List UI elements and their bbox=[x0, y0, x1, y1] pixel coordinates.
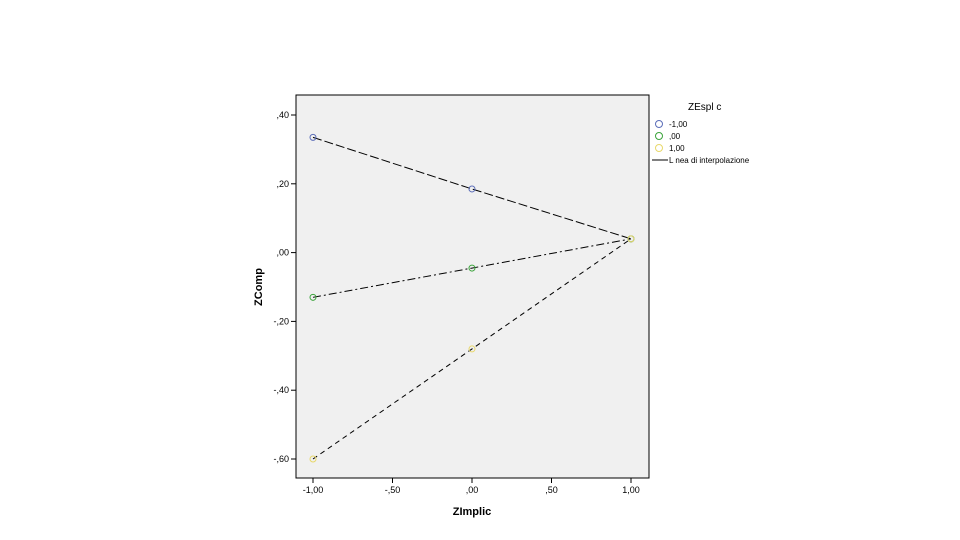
x-tick-label: ,50 bbox=[545, 485, 558, 495]
data-points bbox=[309, 133, 635, 463]
x-tick-label: -1,00 bbox=[303, 485, 324, 495]
x-axis-title: ZImplic bbox=[453, 506, 492, 518]
y-axis: ,40 ,20 ,00 -,20 -,40 -,60 bbox=[273, 110, 296, 464]
legend-label: ,00 bbox=[669, 132, 681, 141]
x-tick-label: ,00 bbox=[466, 485, 479, 495]
legend-marker bbox=[655, 144, 663, 152]
x-tick-label: 1,00 bbox=[622, 485, 640, 495]
x-tick-label: -,50 bbox=[385, 485, 401, 495]
legend: ZEspl c -1,00 ,00 1,00 L nea di interpolaz… bbox=[652, 102, 750, 165]
data-point bbox=[309, 293, 317, 301]
interpolation-lines bbox=[312, 136, 632, 460]
data-point bbox=[309, 133, 317, 141]
legend-line-label: L nea di interpolazione bbox=[669, 156, 750, 165]
interpolation-line bbox=[312, 238, 632, 460]
data-point bbox=[309, 455, 317, 463]
data-point bbox=[468, 264, 476, 272]
interpolation-line bbox=[312, 136, 632, 240]
x-axis: -1,00 -,50 ,00 ,50 1,00 bbox=[303, 478, 640, 495]
y-tick-label: -,40 bbox=[273, 385, 289, 395]
legend-label: 1,00 bbox=[669, 144, 685, 153]
legend-marker bbox=[655, 132, 663, 140]
y-tick-label: -,60 bbox=[273, 454, 289, 464]
y-axis-title: ZComp bbox=[253, 268, 265, 306]
data-point bbox=[468, 185, 476, 193]
y-tick-label: ,00 bbox=[276, 248, 289, 258]
y-tick-label: ,40 bbox=[276, 110, 289, 120]
plot-area bbox=[295, 94, 650, 479]
legend-label: -1,00 bbox=[669, 120, 688, 129]
y-tick-label: -,20 bbox=[273, 316, 289, 326]
data-point bbox=[468, 345, 476, 353]
data-point bbox=[627, 235, 635, 243]
interpolation-line bbox=[312, 238, 632, 298]
legend-title: ZEspl c bbox=[688, 102, 721, 113]
legend-marker bbox=[655, 120, 663, 128]
y-tick-label: ,20 bbox=[276, 179, 289, 189]
